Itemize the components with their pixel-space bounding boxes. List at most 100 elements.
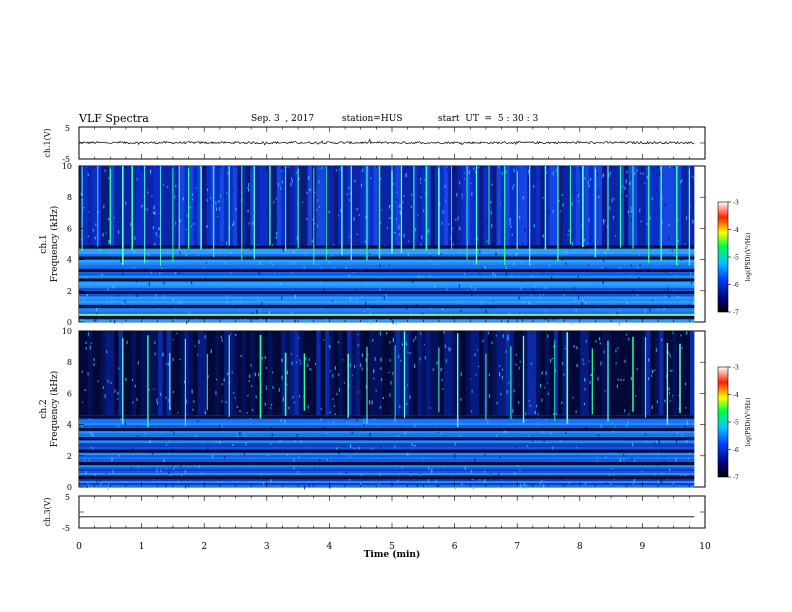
spectrogram-speckle — [600, 424, 603, 426]
spectrogram-speckle — [296, 433, 298, 437]
spectrogram-speckle — [236, 434, 238, 437]
spectrogram-speckle — [583, 403, 585, 406]
spectrogram-speckle — [443, 200, 445, 204]
spectrogram-speckle — [650, 334, 652, 337]
spectrogram-speckle — [369, 339, 371, 344]
spectrogram-speckle — [599, 342, 601, 345]
spectrogram-speckle — [505, 266, 507, 270]
spectrogram-speckle — [302, 201, 304, 204]
spectrogram-column — [215, 331, 221, 416]
spectrogram-speckle — [597, 190, 599, 194]
spectrogram-speckle — [406, 307, 408, 310]
spectrogram-speckle — [655, 260, 657, 263]
spectrogram-speckle — [111, 299, 113, 304]
spectrogram-speckle — [176, 332, 178, 334]
spectrogram-speckle — [199, 349, 201, 351]
colorbar-ticklabel: -7 — [733, 475, 739, 482]
spectrogram-speckle — [106, 350, 108, 353]
spectrogram-speckle — [332, 174, 334, 177]
spectrogram-speckle — [232, 444, 234, 446]
spectrogram-bright-line — [79, 314, 695, 316]
spectrogram-speckle — [334, 366, 336, 370]
spectrogram-column — [399, 166, 405, 246]
spectrogram-speckle — [436, 484, 438, 487]
spectrogram-column — [413, 166, 418, 246]
spectrogram-speckle — [505, 350, 507, 353]
spectrogram-speckle — [293, 467, 295, 470]
spectrogram-speckle — [114, 389, 116, 393]
spectrogram-speckle — [280, 202, 282, 204]
spectrogram-band — [79, 467, 695, 470]
spectrogram-speckle — [349, 296, 351, 301]
spectrogram-speckle — [379, 381, 381, 384]
spectrogram-speckle — [169, 474, 171, 476]
spectrogram-speckle — [329, 370, 331, 372]
spectrogram-speckle — [630, 376, 632, 381]
spectrogram-speckle — [617, 347, 619, 350]
spectrogram-column — [184, 166, 190, 246]
frequency-ticklabel: 6 — [67, 224, 72, 233]
spectrogram-speckle — [498, 472, 500, 477]
spectrogram-speckle — [137, 464, 139, 468]
spectrogram-speckle — [250, 417, 252, 420]
spectrogram-band — [79, 455, 695, 458]
spectrogram-speckle — [560, 318, 562, 321]
spectrogram-speckle — [274, 483, 276, 485]
spectrogram-column — [505, 166, 511, 246]
spectrogram-column — [619, 166, 625, 246]
spectrogram-speckle — [572, 234, 574, 239]
spectrogram-column — [290, 331, 295, 416]
spectrogram-speckle — [321, 167, 323, 169]
spectrogram-column — [421, 166, 427, 246]
spectrogram-speckle — [551, 276, 553, 280]
spectrogram-speckle — [83, 298, 85, 303]
spectrogram-speckle — [117, 398, 119, 400]
spectrogram-speckle — [385, 294, 387, 297]
spectrogram-speckle — [277, 221, 279, 223]
spectrogram-column — [417, 166, 423, 246]
spectrogram-column — [540, 331, 546, 416]
spectrogram-speckle — [561, 193, 563, 196]
spectrogram-speckle — [604, 390, 606, 392]
spectrogram-speckle — [164, 295, 166, 299]
spectrogram-speckle — [395, 321, 397, 325]
spectrogram-speckle — [338, 341, 340, 344]
spectrogram-speckle — [107, 379, 109, 383]
spectrogram-speckle — [409, 395, 411, 399]
spectrogram-speckle — [297, 471, 299, 473]
spectrogram-speckle — [568, 481, 570, 485]
spectrogram-speckle — [234, 397, 236, 399]
spectrogram-column — [461, 331, 467, 416]
spectrogram-speckle — [108, 218, 110, 221]
spectrogram-speckle — [479, 212, 481, 214]
spectrogram-speckle — [336, 392, 338, 396]
spectrogram-speckle — [247, 394, 249, 397]
spectrogram-speckle — [367, 307, 369, 310]
spectrogram-speckle — [410, 474, 412, 476]
spectrogram-speckle — [182, 197, 184, 201]
spectrogram-speckle — [244, 213, 246, 216]
frequency-ticklabel: 2 — [67, 287, 72, 296]
spectrogram-speckle — [108, 240, 110, 244]
spectrogram-speckle — [227, 372, 229, 376]
spectrogram-speckle — [112, 286, 114, 289]
spectrogram-speckle — [512, 406, 514, 409]
spectrogram-speckle — [108, 177, 110, 180]
spectrogram-speckle — [248, 183, 250, 187]
spectrogram-speckle — [456, 193, 458, 197]
spectrogram-column — [307, 166, 313, 246]
spectrogram-speckle — [240, 319, 242, 321]
spectrogram-speckle — [397, 230, 399, 232]
spectrogram-speckle — [87, 332, 89, 336]
spectrogram-speckle — [156, 401, 158, 405]
spectrogram-column — [659, 331, 664, 416]
spectrogram-speckle — [516, 251, 518, 255]
spectrogram-speckle — [264, 402, 266, 406]
spectrogram-speckle — [167, 399, 169, 402]
spectrogram-speckle — [513, 261, 515, 266]
spectrogram-column — [325, 331, 330, 416]
spectrogram-speckle — [274, 273, 276, 275]
spectrogram-speckle — [207, 447, 209, 451]
spectrogram-column — [320, 331, 326, 416]
spectrogram-column — [588, 331, 594, 416]
